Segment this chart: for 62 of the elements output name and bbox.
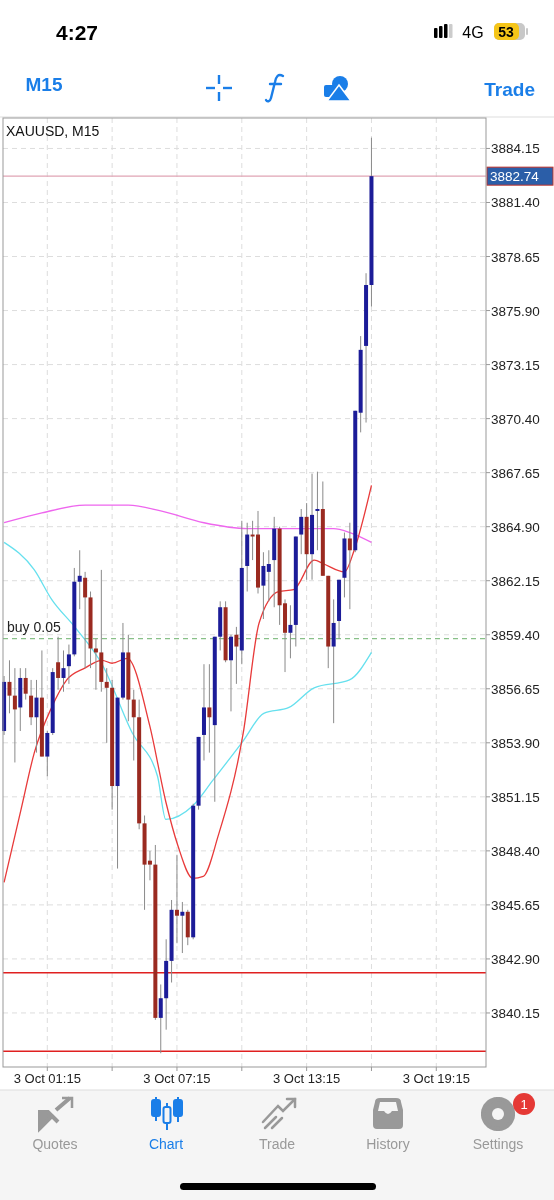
y-tick-label: 3881.40: [491, 195, 540, 211]
y-tick-label: 3840.15: [491, 1005, 540, 1021]
y-tick-label: 3878.65: [491, 249, 540, 265]
candlestick: [266, 549, 271, 602]
candlestick: [56, 636, 61, 691]
candlestick: [347, 522, 352, 610]
text: Quotes: [32, 1136, 78, 1152]
text: 53: [498, 24, 514, 40]
x-tick-label: 3 Oct 07:15: [143, 1071, 211, 1086]
y-tick-label: 3856.65: [491, 681, 540, 697]
candlestick: [261, 551, 266, 620]
text: History: [366, 1136, 410, 1152]
ref-line-label: buy 0.05: [7, 618, 61, 635]
text: 1: [520, 1097, 528, 1112]
text: 4G: [462, 24, 484, 41]
candlestick: [299, 508, 304, 555]
candlestick: [12, 667, 17, 763]
candlestick: [66, 644, 71, 685]
y-tick-label: 3862.15: [491, 573, 540, 589]
candlestick: [207, 663, 212, 754]
candlestick: [61, 649, 66, 693]
y-tick-label: 3848.40: [491, 843, 540, 859]
y-tick-label: 3859.40: [491, 627, 540, 643]
y-tick-label: 3873.15: [491, 357, 540, 373]
chart-title: XAUUSD, M15: [6, 123, 100, 139]
candlestick: [45, 730, 50, 777]
y-tick-label: 3851.15: [491, 789, 540, 805]
y-tick-label: 3884.15: [491, 141, 540, 157]
candlestick: [93, 638, 98, 691]
y-tick-label: 3853.90: [491, 735, 540, 751]
candlestick: [234, 626, 239, 685]
candlestick: [34, 679, 39, 754]
text: Chart: [148, 1136, 184, 1152]
candlestick: [288, 604, 293, 659]
text: Settings: [472, 1136, 524, 1152]
ref-line-label: 3882.74: [490, 169, 540, 185]
y-tick-label: 3845.65: [491, 897, 540, 913]
candlestick: [29, 679, 34, 726]
candlestick: [228, 634, 233, 712]
x-tick-label: 3 Oct 13:15: [273, 1071, 341, 1086]
candlestick: [7, 659, 12, 714]
candlestick: [131, 689, 136, 761]
candlestick: [158, 983, 163, 1054]
text: M15: [25, 74, 63, 95]
y-tick-label: 3875.90: [491, 303, 540, 319]
text: Trade: [484, 79, 535, 100]
candlestick: [180, 901, 185, 954]
y-tick-label: 3867.65: [491, 465, 540, 481]
text: Trade: [258, 1136, 296, 1152]
candlestick: [174, 854, 179, 944]
candlestick: [83, 571, 88, 669]
candlestick: [315, 471, 320, 551]
text: 4:27: [55, 21, 99, 44]
x-tick-label: 3 Oct 19:15: [402, 1071, 470, 1086]
candlestick: [104, 667, 109, 744]
candlestick: [331, 598, 336, 724]
y-tick-label: 3842.90: [491, 951, 540, 967]
y-tick-label: 3870.40: [491, 411, 540, 427]
x-tick-label: 3 Oct 01:15: [13, 1071, 81, 1086]
candlestick: [23, 667, 28, 701]
candlestick: [77, 549, 82, 610]
y-tick-label: 3864.90: [491, 519, 540, 535]
